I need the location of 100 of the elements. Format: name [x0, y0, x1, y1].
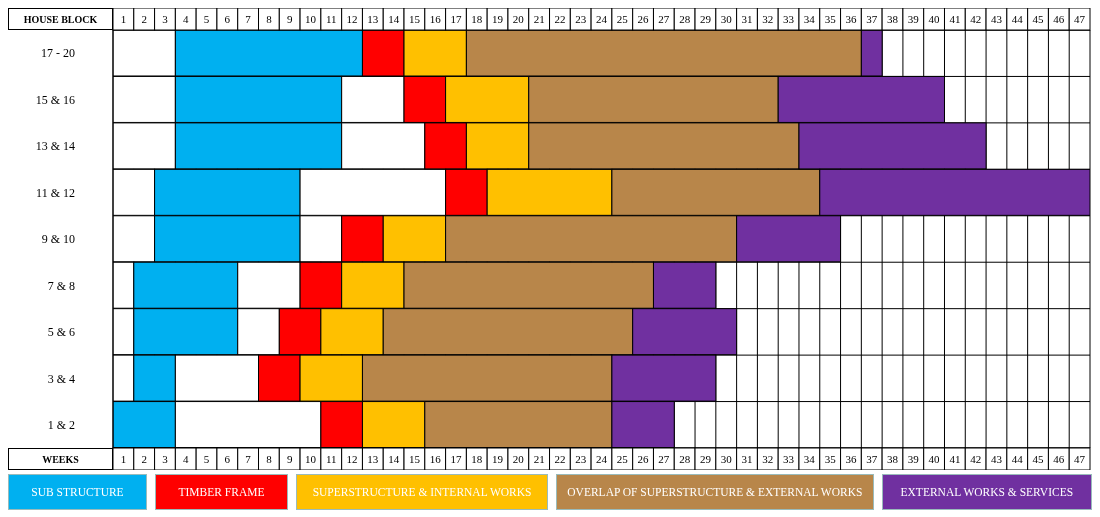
- y-tick-label: 7 & 8: [47, 278, 75, 293]
- y-axis-title: HOUSE BLOCK: [8, 8, 113, 30]
- x-tick-label: 18: [471, 453, 483, 465]
- x2-tick-label: 26: [637, 13, 650, 25]
- x-tick-label: 4: [183, 453, 190, 465]
- text: OVERLAP OF SUPERSTRUCTURE & EXTERNAL WORKS: [567, 486, 863, 498]
- x2-tick-label: 18: [471, 13, 483, 25]
- y-tick-label: 15 & 16: [35, 92, 75, 107]
- x-tick-label: 36: [845, 453, 857, 465]
- x2-tick-label: 1: [120, 13, 127, 25]
- x-tick-label: 22: [554, 453, 566, 465]
- x2-tick-label: 40: [928, 13, 941, 25]
- x2-tick-label: 2: [141, 13, 147, 25]
- x-tick-label: 34: [803, 453, 816, 465]
- x2-tick-label: 24: [596, 13, 608, 25]
- x2-tick-label: 14: [388, 13, 400, 25]
- x-tick-label: 1: [120, 453, 127, 465]
- x-tick-label: 33: [783, 453, 795, 465]
- x-tick-label: 16: [429, 453, 442, 465]
- x2-tick-label: 22: [554, 13, 566, 25]
- x2-tick-label: 30: [720, 13, 733, 25]
- x2-tick-label: 21: [533, 13, 545, 25]
- x-tick-label: 11: [325, 453, 337, 465]
- x-tick-label: 25: [616, 453, 629, 465]
- x2-tick-label: 11: [325, 13, 337, 25]
- x-tick-label: 39: [907, 453, 920, 465]
- x2-tick-label: 12: [346, 13, 358, 25]
- x-tick-label: 32: [762, 453, 774, 465]
- x-tick-label: 14: [388, 453, 400, 465]
- x-tick-label: 3: [162, 453, 169, 465]
- x2-tick-label: 28: [679, 13, 691, 25]
- x2-tick-label: 8: [266, 13, 273, 25]
- x2-tick-label: 38: [887, 13, 899, 25]
- x-tick-label: 9: [286, 453, 293, 465]
- y-tick-label: 5 & 6: [47, 325, 75, 340]
- x-tick-label: 43: [990, 453, 1003, 465]
- x-tick-label: 30: [720, 453, 733, 465]
- x-tick-label: 12: [346, 453, 358, 465]
- x2-tick-label: 32: [762, 13, 774, 25]
- x-tick-label: 41: [949, 453, 961, 465]
- x2-tick-label: 27: [658, 13, 670, 25]
- x-tick-label: 46: [1053, 453, 1065, 465]
- x-tick-label: 42: [970, 453, 982, 465]
- y-tick-label: 1 & 2: [47, 418, 75, 433]
- x2-tick-label: 9: [286, 13, 293, 25]
- x2-tick-label: 33: [783, 13, 795, 25]
- x-tick-label: 38: [887, 453, 899, 465]
- x-tick-label: 15: [408, 453, 421, 465]
- x-tick-label: 28: [679, 453, 691, 465]
- x2-tick-label: 17: [450, 13, 462, 25]
- x-tick-label: 5: [203, 453, 210, 465]
- x-tick-label: 8: [266, 453, 273, 465]
- y-tick-label: 3 & 4: [47, 371, 75, 386]
- x2-tick-label: 36: [845, 13, 857, 25]
- x2-tick-label: 23: [575, 13, 587, 25]
- x2-tick-label: 44: [1011, 13, 1024, 25]
- x-tick-label: 17: [450, 453, 462, 465]
- x-tick-label: 47: [1074, 453, 1086, 465]
- text: TIMBER FRAME: [178, 486, 265, 498]
- x2-tick-label: 39: [907, 13, 920, 25]
- x-tick-label: 7: [245, 453, 252, 465]
- x2-tick-label: 20: [512, 13, 525, 25]
- x2-tick-label: 5: [203, 13, 210, 25]
- x-tick-label: 2: [141, 453, 147, 465]
- x-tick-label: 37: [866, 453, 878, 465]
- y-tick-label: 9 & 10: [41, 232, 75, 247]
- x2-tick-label: 19: [492, 13, 504, 25]
- x-tick-label: 19: [492, 453, 504, 465]
- x-tick-label: 26: [637, 453, 650, 465]
- y-tick-label: 13 & 14: [35, 139, 75, 154]
- x-tick-label: 44: [1011, 453, 1024, 465]
- x2-tick-label: 3: [162, 13, 169, 25]
- x-tick-label: 13: [367, 453, 379, 465]
- x-tick-label: 23: [575, 453, 587, 465]
- x2-tick-label: 46: [1053, 13, 1065, 25]
- x-axis-title: WEEKS: [8, 448, 113, 470]
- x-tick-label: 45: [1032, 453, 1045, 465]
- text: SUPERSTRUCTURE & INTERNAL WORKS: [312, 486, 532, 498]
- x-tick-label: 10: [304, 453, 317, 465]
- x2-tick-label: 15: [408, 13, 421, 25]
- x2-tick-label: 37: [866, 13, 878, 25]
- x2-tick-label: 16: [429, 13, 442, 25]
- x2-tick-label: 42: [970, 13, 982, 25]
- x-tick-label: 27: [658, 453, 670, 465]
- x2-tick-label: 25: [616, 13, 629, 25]
- x-tick-label: 29: [699, 453, 712, 465]
- x2-tick-label: 43: [990, 13, 1003, 25]
- x2-tick-label: 6: [224, 13, 231, 25]
- x2-tick-label: 4: [183, 13, 190, 25]
- x2-tick-label: 45: [1032, 13, 1045, 25]
- x2-tick-label: 10: [304, 13, 317, 25]
- x-tick-label: 35: [824, 453, 837, 465]
- x-tick-label: 6: [224, 453, 231, 465]
- text: EXTERNAL WORKS & SERVICES: [900, 486, 1074, 498]
- x2-tick-label: 47: [1074, 13, 1086, 25]
- text: SUB STRUCTURE: [31, 486, 124, 498]
- x-tick-label: 31: [741, 453, 753, 465]
- x2-tick-label: 7: [245, 13, 252, 25]
- x2-tick-label: 13: [367, 13, 379, 25]
- x2-tick-label: 31: [741, 13, 753, 25]
